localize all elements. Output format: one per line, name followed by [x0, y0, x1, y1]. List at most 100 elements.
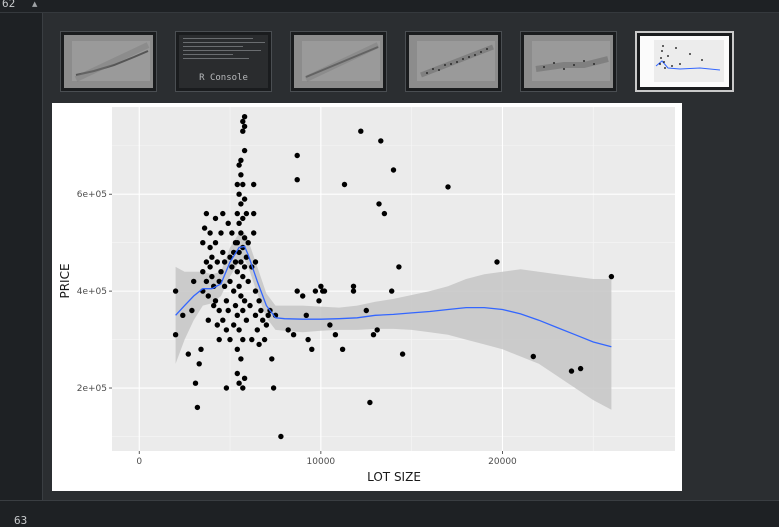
data-point [251, 181, 257, 188]
data-point [231, 322, 237, 328]
data-point [192, 380, 199, 386]
data-point [236, 380, 242, 386]
data-point [577, 365, 584, 372]
data-point [203, 210, 210, 217]
data-point [241, 196, 248, 202]
data-point [241, 235, 248, 241]
data-point [185, 351, 191, 357]
main-plot: 0 10000 20000 2e+05 4e+05 6e+05 LOT SIZE PRIC… [52, 103, 682, 491]
data-point [207, 230, 213, 236]
data-point [312, 288, 319, 294]
x-axis-title: LOT SIZE [367, 470, 421, 484]
data-point [252, 288, 259, 294]
data-point [256, 298, 262, 304]
data-point [172, 332, 179, 338]
data-point [194, 404, 201, 411]
data-point [207, 264, 213, 270]
data-point [238, 172, 244, 178]
data-point [241, 123, 248, 130]
thumbnail-image [64, 35, 153, 88]
data-point [236, 283, 242, 289]
data-point [309, 346, 315, 352]
data-point [445, 184, 451, 190]
data-point [189, 307, 195, 314]
data-point [240, 118, 246, 125]
data-point [238, 230, 244, 236]
data-point [241, 264, 248, 270]
data-point [180, 312, 186, 318]
data-point [234, 269, 240, 275]
line-number-62: 62 [2, 0, 16, 10]
thumbnail-image [409, 35, 498, 88]
data-point [608, 273, 615, 280]
y-tick-label: 2e+05 [77, 384, 107, 394]
data-point [234, 181, 240, 188]
data-point [238, 356, 244, 362]
thumbnail-image [524, 35, 613, 88]
data-point [218, 230, 224, 236]
data-point [227, 336, 233, 343]
data-point [232, 259, 239, 265]
data-point [223, 385, 230, 391]
data-point [223, 327, 230, 333]
scatter-chart: 0 10000 20000 2e+05 4e+05 6e+05 LOT SIZE PRIC… [58, 107, 675, 484]
data-point [376, 201, 382, 207]
editor-top-strip: 62 ▲ [0, 0, 779, 13]
data-point [234, 312, 240, 318]
data-point [236, 191, 242, 197]
fold-arrow-icon[interactable]: ▲ [32, 0, 38, 8]
data-point [378, 138, 384, 144]
data-point [260, 317, 266, 323]
data-point [251, 210, 257, 217]
data-point [234, 240, 240, 246]
data-point [568, 368, 575, 374]
plot-thumbnail-6-active[interactable] [635, 31, 734, 92]
data-point [240, 181, 246, 188]
data-point [270, 385, 277, 391]
data-point [240, 215, 246, 222]
data-point [254, 327, 260, 333]
data-point [358, 128, 364, 134]
data-point [241, 298, 248, 304]
data-point [300, 293, 306, 299]
data-point [236, 327, 242, 333]
data-point [203, 278, 210, 285]
data-point [214, 322, 220, 328]
console-thumbnail[interactable]: R Console [175, 31, 272, 92]
thumbnail-image [294, 35, 383, 88]
data-point [363, 307, 369, 314]
data-point [231, 288, 237, 294]
data-point [240, 336, 246, 343]
data-point [200, 269, 206, 275]
data-point [252, 312, 259, 318]
data-point [205, 293, 211, 299]
data-point [303, 312, 309, 318]
data-point [212, 240, 219, 246]
smooth-curve [175, 245, 612, 348]
data-point [198, 346, 204, 352]
data-point [399, 351, 406, 357]
data-point [225, 220, 231, 226]
data-point [316, 298, 322, 304]
data-point [530, 353, 536, 360]
data-point [209, 273, 215, 280]
data-point [225, 307, 231, 314]
data-point [265, 312, 271, 318]
data-point [318, 283, 324, 289]
line-number-63: 63 [14, 514, 28, 527]
data-point [172, 288, 179, 294]
plot-thumbnail-3[interactable] [290, 31, 387, 92]
data-point [220, 317, 226, 323]
data-point [209, 254, 215, 260]
data-point [232, 302, 239, 309]
data-point [216, 278, 222, 285]
data-point [374, 327, 380, 333]
data-point [196, 361, 202, 367]
plot-thumbnail-5[interactable] [520, 31, 617, 92]
plot-thumbnail-1[interactable] [60, 31, 157, 92]
y-axis-title: PRICE [58, 263, 72, 298]
plot-thumbnail-4[interactable] [405, 31, 502, 92]
data-point [243, 317, 250, 323]
x-tick-label: 20000 [488, 457, 517, 467]
data-point [263, 322, 270, 328]
